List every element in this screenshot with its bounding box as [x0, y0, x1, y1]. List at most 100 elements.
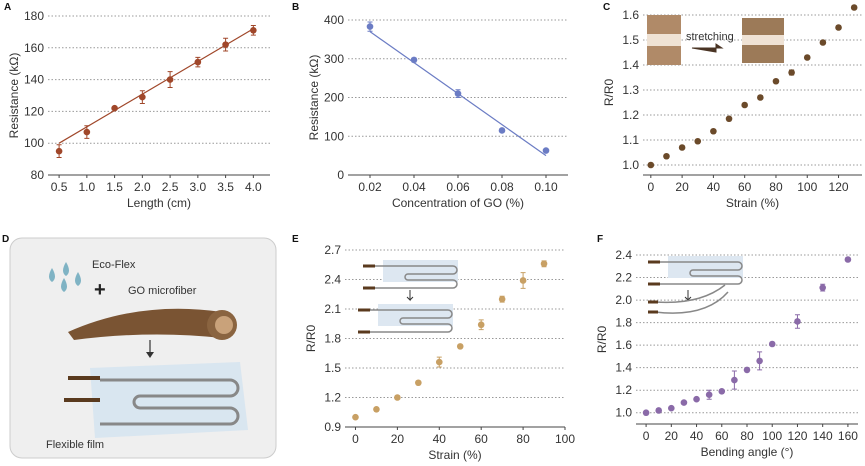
y-tick-label: 1.2 [622, 108, 639, 122]
data-point [456, 343, 464, 350]
y-axis-label: Resistance (kΩ) [307, 55, 321, 141]
data-point [788, 69, 795, 76]
x-tick-label: 40 [690, 429, 704, 443]
y-axis-label: Resistance (kΩ) [7, 53, 21, 139]
y-tick-label: 1.1 [622, 133, 639, 147]
data-point [725, 115, 733, 123]
x-axis-label: Strain (%) [726, 196, 779, 210]
data-point [772, 77, 780, 85]
sensor-flat-icon [648, 256, 743, 286]
x-tick-label: 160 [838, 429, 858, 443]
x-tick-label: 2.5 [162, 180, 179, 194]
x-tick-label: 1.5 [106, 180, 123, 194]
x-tick-label: 0.04 [402, 180, 426, 194]
data-point [435, 358, 443, 366]
data-point [647, 161, 655, 169]
data-point [83, 128, 91, 136]
x-tick-label: 40 [707, 180, 721, 194]
panel-d: D Eco-Flex + GO microfiber Flexible film [2, 234, 277, 459]
panel-label: A [4, 2, 11, 13]
data-point [819, 284, 826, 291]
arrow-down-icon [684, 290, 692, 302]
data-point [743, 366, 751, 374]
x-tick-label: 0 [352, 432, 359, 446]
data-point [693, 395, 700, 403]
data-point [731, 376, 738, 384]
y-tick-label: 400 [324, 13, 344, 27]
y-tick-label: 0.9 [324, 420, 341, 434]
y-tick-label: 140 [24, 73, 44, 87]
y-tick-label: 100 [24, 136, 44, 150]
y-tick-label: 300 [324, 52, 344, 66]
x-tick-label: 0 [647, 180, 654, 194]
data-point [819, 39, 827, 46]
x-tick-label: 2.0 [134, 180, 151, 194]
film [378, 304, 453, 326]
y-tick-label: 180 [24, 9, 44, 23]
x-tick-label: 3.5 [217, 180, 234, 194]
data-point [540, 260, 548, 268]
fiber-highlight [647, 34, 681, 46]
y-tick-label: 1.6 [615, 338, 632, 352]
electrode-icon [363, 264, 375, 290]
y-tick-label: 1.6 [622, 8, 639, 22]
y-tick-label: 1.8 [324, 332, 341, 346]
y-axis-label: R/R0 [304, 325, 318, 353]
y-tick-label: 2.1 [324, 302, 341, 316]
electrode-icon [648, 260, 660, 286]
panel-label: C [603, 2, 610, 13]
y-axis-label: R/R0 [595, 326, 609, 354]
x-tick-label: 0.02 [358, 180, 382, 194]
y-tick-label: 2.4 [615, 248, 632, 262]
electrode-icon [358, 308, 370, 334]
data-point [394, 394, 401, 401]
panel-label: E [292, 234, 299, 245]
y-tick-label: 1.0 [622, 158, 639, 172]
x-tick-label: 60 [738, 180, 752, 194]
x-tick-label: 20 [665, 429, 679, 443]
x-tick-label: 3.0 [190, 180, 207, 194]
data-point [111, 104, 118, 112]
sensor-relaxed-icon [363, 260, 458, 290]
electrode-icon [648, 300, 658, 314]
y-tick-label: 1.8 [615, 316, 632, 330]
x-tick-label: 20 [675, 180, 689, 194]
arrow-down-icon [406, 290, 414, 302]
data-point [410, 56, 418, 64]
data-point [352, 413, 359, 421]
data-point [741, 101, 748, 109]
y-tick-label: 1.5 [324, 361, 341, 375]
y-tick-label: 0 [337, 168, 344, 182]
serpentine-icon [100, 378, 240, 426]
y-tick-label: 1.2 [615, 383, 632, 397]
data-point [366, 23, 374, 30]
x-tick-label: 120 [829, 180, 849, 194]
data-point [139, 93, 146, 101]
x-tick-label: 100 [555, 432, 575, 446]
data-point [678, 144, 686, 151]
fit-line [58, 28, 254, 144]
y-tick-label: 1.5 [622, 33, 639, 47]
data-point [757, 94, 764, 101]
data-point [55, 147, 63, 155]
fiber-highlight [742, 35, 784, 45]
data-point [454, 90, 462, 97]
y-tick-label: 1.0 [615, 406, 632, 420]
x-axis-label: Length (cm) [127, 196, 191, 210]
data-point [663, 152, 670, 160]
data-point [705, 391, 713, 399]
data-point [710, 127, 717, 135]
electrode-icon [64, 376, 100, 402]
x-tick-label: 0.08 [490, 180, 514, 194]
data-point [768, 340, 776, 348]
x-tick-label: 140 [813, 429, 833, 443]
data-point [694, 137, 702, 145]
x-tick-label: 1.0 [79, 180, 96, 194]
x-axis-label: Concentration of GO (%) [392, 196, 524, 210]
sensor-bent-icon [654, 284, 729, 314]
serpentine-icon [368, 309, 453, 333]
water-drops-icon [49, 262, 81, 292]
panel-a: A 80 100 120 140 160 180 0.5 1.0 1.5 2.0 2.5 3.0 3.5 4… [4, 2, 270, 210]
serpentine-icon [658, 261, 743, 285]
data-point [222, 41, 229, 48]
